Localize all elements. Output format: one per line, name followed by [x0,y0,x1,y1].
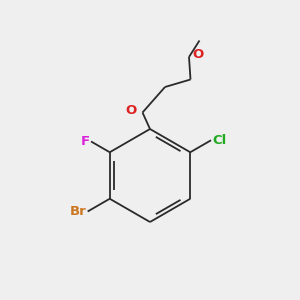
Text: O: O [126,104,137,118]
Text: O: O [192,48,203,61]
Text: Br: Br [69,205,86,218]
Text: Cl: Cl [213,134,227,147]
Text: F: F [80,135,89,148]
